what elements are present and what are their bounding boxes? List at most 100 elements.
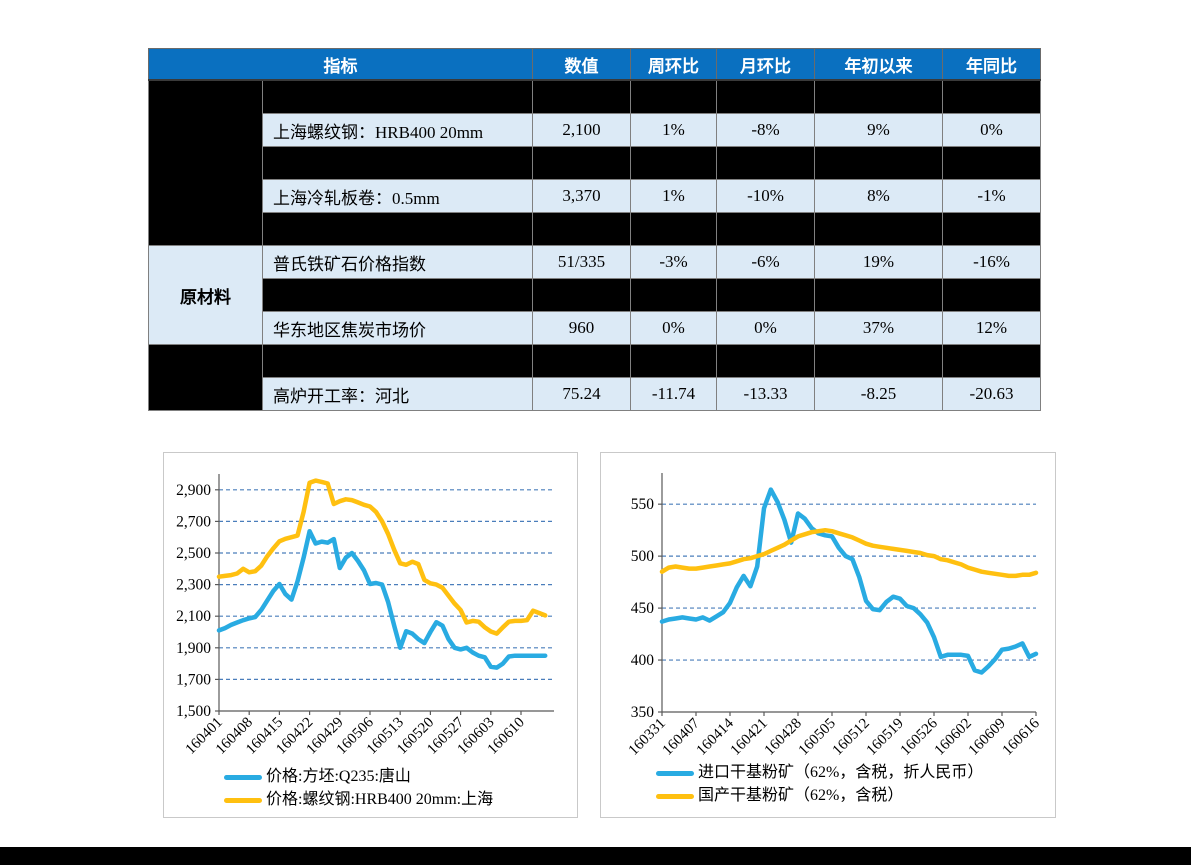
value-cell: 3,370 [532,179,631,213]
spacer-cell [716,344,815,378]
spacer-cell [942,278,1041,312]
legend-item: 价格:螺纹钢:HRB400 20mm:上海 [224,790,493,810]
value-cell: -1% [942,179,1041,213]
value-cell: 12% [942,311,1041,345]
spacer-cell [814,278,943,312]
spacer-cell [942,146,1041,180]
chart-iron-ore-prices: 350 400 450 500 550 160331 160407 160414 160421 1… [600,452,1056,818]
value-cell: -13.33 [716,377,815,411]
value-cell: -3% [630,245,717,279]
value-cell: -16% [942,245,1041,279]
category-cell-empty [148,344,263,411]
y-tick-label: 2,700 [176,513,211,530]
y-tick-label: 350 [631,704,655,721]
spacer-cell [716,212,815,246]
spacer-cell [532,212,631,246]
spacer-cell [262,278,533,312]
table-row: 高炉开工率：河北 75.24 -11.74 -13.33 -8.25 -20.63 [149,377,1041,411]
header-value: 数值 [532,48,631,81]
x-tick-label: 160602 [932,716,975,759]
spacer-cell [262,146,533,180]
steel-price-chart-plot: 1,500 1,700 1,900 2,100 2,300 2,500 2,700 2,900… [176,474,554,758]
x-tick-label: 160407 [660,715,703,758]
series-line [216,528,548,670]
iron-ore-chart-plot: 3504004505005501603311604071604141604211… [626,473,1043,759]
y-tick-label: 1,900 [176,640,211,657]
x-tick-label: 160526 [898,715,941,758]
x-tick-label: 160609 [966,716,1009,759]
value-cell: 960 [532,311,631,345]
x-tick-label: 160505 [796,716,839,759]
series-line [659,527,1039,579]
value-cell: 1% [630,113,717,147]
spacer-row [149,278,1041,312]
x-tick-label: 160616 [1000,715,1043,758]
x-tick-label: 160414 [694,715,737,758]
indicator-cell: 上海螺纹钢：HRB400 20mm [262,113,533,147]
y-tick-label: 2,100 [176,608,211,625]
spacer-cell [814,79,943,114]
spacer-cell [814,146,943,180]
spacer-cell [630,278,717,312]
value-cell: 0% [716,311,815,345]
value-cell: 2,100 [532,113,631,147]
spacer-cell [814,212,943,246]
table-row: 原材料 普氏铁矿石价格指数 51/335 -3% -6% 19% -16% [148,245,1041,345]
y-tick-label: 450 [631,600,655,617]
x-tick-label: 160331 [626,716,669,759]
spacer-cell [532,344,631,378]
legend-label: 进口干基粉矿（62%，含税，折人民币） [698,764,984,781]
spacer-cell [630,79,717,114]
y-tick-label: 500 [631,548,655,565]
iron-ore-chart-legend: 进口干基粉矿（62%，含税，折人民币） 国产干基粉矿（62%，含税） [656,763,983,806]
legend-item: 进口干基粉矿（62%，含税，折人民币） [656,763,983,783]
y-tick-label: 1,500 [176,703,211,720]
value-cell: -6% [716,245,815,279]
indicator-cell: 华东地区焦炭市场价 [262,311,533,345]
series-line [659,487,1039,675]
legend-line-swatch [224,774,262,780]
value-cell: 75.24 [532,377,631,411]
legend-item: 价格:方坯:Q235:唐山 [224,767,493,787]
legend-label: 国产干基粉矿（62%，含税） [698,787,904,804]
header-yoy: 年同比 [942,48,1041,81]
header-wow: 周环比 [630,48,717,81]
y-tick-label: 550 [631,496,655,513]
value-cell: 0% [630,311,717,345]
spacer-row [149,146,1041,180]
category-cell: 原材料 [148,245,263,345]
value-cell: 19% [814,245,943,279]
legend-line-swatch [224,797,262,803]
series-line [216,478,548,636]
legend-label: 价格:方坯:Q235:唐山 [266,768,411,785]
value-cell: -20.63 [942,377,1041,411]
table-header-row: 指标 数值 周环比 月环比 年初以来 年同比 [148,48,1041,81]
indicator-cell: 上海冷轧板卷：0.5mm [262,179,533,213]
value-cell: 8% [814,179,943,213]
legend-label: 价格:螺纹钢:HRB400 20mm:上海 [266,791,494,808]
spacer-cell [262,212,533,246]
spacer-cell [716,146,815,180]
x-tick-label: 160428 [762,716,805,759]
header-mom: 月环比 [716,48,815,81]
x-tick-label: 160512 [830,716,873,759]
spacer-cell [630,344,717,378]
indicator-cell: 高炉开工率：河北 [262,377,533,411]
spacer-row [149,212,1041,246]
spacer-cell [262,344,533,378]
spacer-cell [942,344,1041,378]
spacer-row [148,344,1041,411]
legend-line-swatch [656,770,694,776]
legend-line-swatch [656,793,694,799]
y-tick-label: 2,500 [176,545,211,562]
y-tick-label: 1,700 [176,671,211,688]
table-row: 上海冷轧板卷：0.5mm 3,370 1% -10% 8% -1% [149,179,1041,213]
value-cell: 9% [814,113,943,147]
bottom-bar [0,847,1191,865]
x-tick-label: 160421 [728,716,771,759]
indicator-table: 指标 数值 周环比 月环比 年初以来 年同比 上海螺纹钢：HRB400 20mm… [148,48,1041,411]
value-cell: 51/335 [532,245,631,279]
spacer-cell [532,278,631,312]
spacer-cell [716,79,815,114]
y-tick-label: 400 [631,652,655,669]
